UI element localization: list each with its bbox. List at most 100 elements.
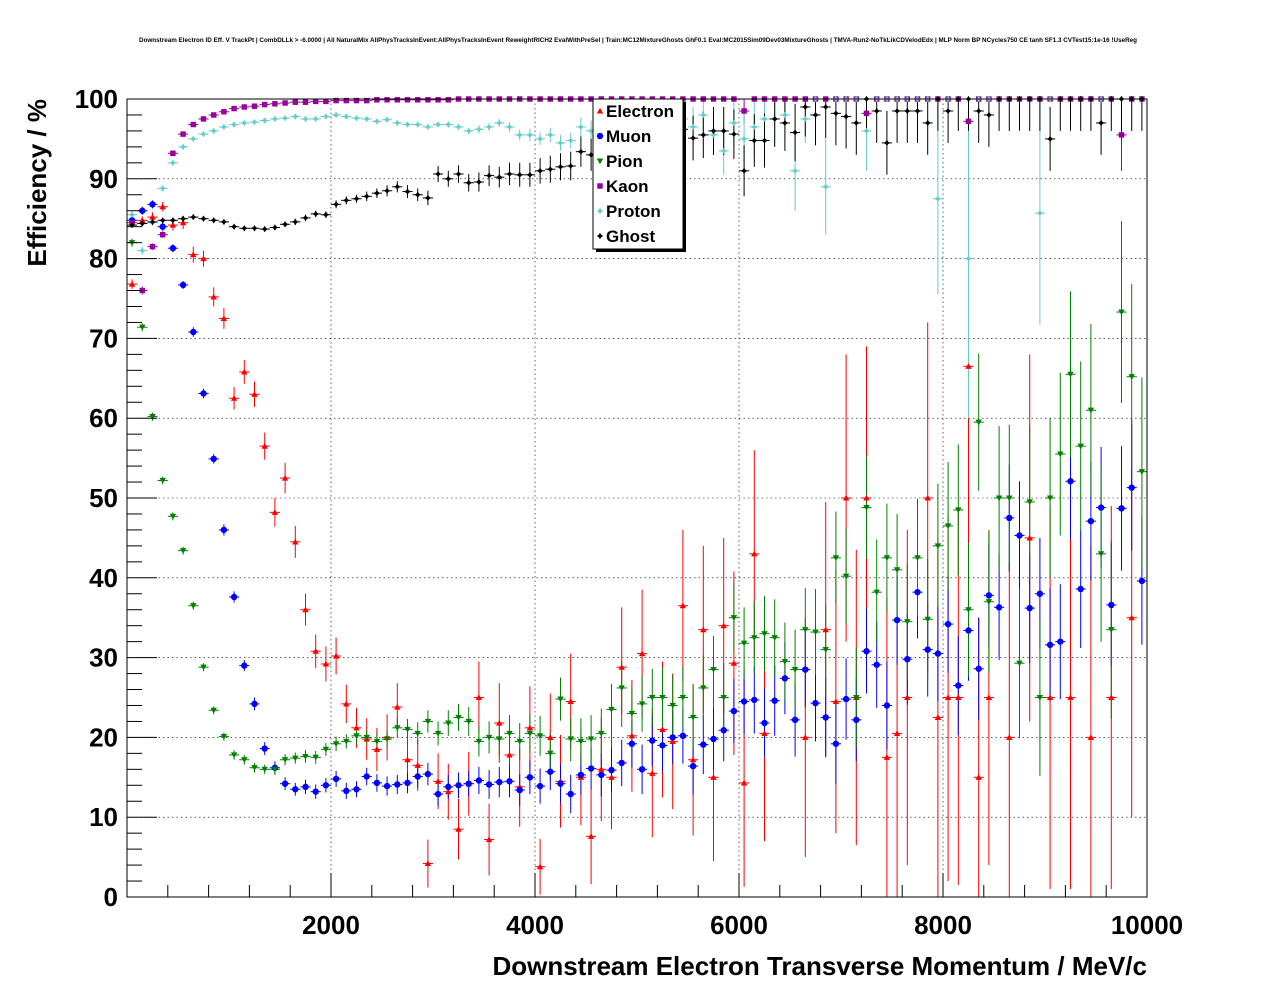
data-point xyxy=(506,730,513,737)
data-point xyxy=(598,771,605,779)
data-point xyxy=(230,121,238,128)
data-point xyxy=(628,710,636,717)
series-pion xyxy=(128,240,1146,773)
data-point xyxy=(873,107,880,115)
data-point xyxy=(710,127,717,135)
data-point xyxy=(863,494,870,501)
data-point xyxy=(169,217,177,224)
data-point xyxy=(955,507,962,514)
data-point xyxy=(853,716,860,724)
data-point xyxy=(281,114,289,122)
data-point xyxy=(832,110,840,117)
data-point xyxy=(231,105,237,112)
data-point xyxy=(475,694,483,701)
data-point xyxy=(924,646,931,653)
data-point xyxy=(159,217,166,224)
data-point xyxy=(893,616,901,624)
data-point xyxy=(730,707,738,715)
data-point xyxy=(1077,585,1084,593)
data-point xyxy=(210,293,217,300)
data-point xyxy=(975,665,982,672)
data-point xyxy=(526,774,534,781)
data-point xyxy=(955,682,962,689)
data-point xyxy=(302,99,309,105)
data-point xyxy=(343,197,350,204)
data-point xyxy=(373,738,381,745)
data-point xyxy=(179,548,187,554)
data-point xyxy=(618,663,625,670)
data-point xyxy=(343,738,350,745)
data-point xyxy=(383,116,391,123)
data-point xyxy=(853,119,860,127)
data-point xyxy=(873,589,880,596)
data-point xyxy=(669,734,676,741)
data-point xyxy=(975,419,982,426)
data-point xyxy=(526,730,534,737)
data-point xyxy=(506,778,513,785)
data-point xyxy=(1036,209,1044,217)
data-point xyxy=(740,779,748,786)
data-point xyxy=(863,110,870,117)
data-point xyxy=(251,765,258,771)
data-point xyxy=(822,647,829,653)
data-point xyxy=(323,98,329,105)
data-point xyxy=(720,127,727,135)
data-point xyxy=(180,131,186,137)
y-tick-label: 0 xyxy=(104,882,118,912)
data-point xyxy=(761,115,768,123)
data-point xyxy=(812,699,819,707)
data-point xyxy=(435,97,441,103)
data-point xyxy=(302,214,309,222)
axis-ticks xyxy=(127,98,1148,898)
data-point xyxy=(322,660,330,667)
data-point xyxy=(343,113,350,120)
data-point xyxy=(220,123,228,131)
data-point xyxy=(761,137,768,144)
data-point xyxy=(975,107,982,115)
data-point xyxy=(608,766,615,774)
data-point xyxy=(496,174,503,181)
legend-label: Ghost xyxy=(606,227,655,246)
data-point xyxy=(740,167,748,175)
data-point xyxy=(596,132,604,140)
data-point xyxy=(404,97,411,103)
data-point xyxy=(271,224,279,231)
data-point xyxy=(893,567,901,574)
legend-label: Proton xyxy=(606,202,661,221)
data-point xyxy=(139,217,146,223)
data-point xyxy=(485,781,493,788)
data-point xyxy=(526,724,534,731)
data-point xyxy=(740,698,748,705)
data-point xyxy=(710,667,717,673)
data-point xyxy=(1128,484,1135,491)
data-point xyxy=(465,718,472,725)
data-point xyxy=(751,123,758,131)
data-point xyxy=(373,189,381,197)
data-point xyxy=(312,788,319,795)
data-point xyxy=(455,170,462,178)
data-point xyxy=(159,231,166,238)
data-point xyxy=(577,771,585,779)
data-point xyxy=(170,150,176,156)
data-point xyxy=(873,661,880,668)
x-tick-label: 8000 xyxy=(914,910,972,940)
chart-title: Downstream Electron ID Eff. V TrackPt | … xyxy=(139,37,1137,44)
data-point xyxy=(791,667,799,673)
y-axis-label: Efficiency / % xyxy=(22,99,52,267)
data-point xyxy=(373,118,381,125)
data-point xyxy=(281,221,289,228)
data-point xyxy=(414,191,421,198)
y-tick-labels: 0 10 20 30 40 50 60 70 80 90 100 xyxy=(75,84,118,912)
data-point xyxy=(730,659,738,666)
data-point xyxy=(638,701,646,708)
data-point xyxy=(802,627,809,633)
data-point xyxy=(863,505,870,511)
data-point xyxy=(832,698,840,705)
data-point xyxy=(241,368,248,375)
data-point xyxy=(1077,443,1084,450)
data-point xyxy=(1046,135,1054,143)
data-point xyxy=(720,694,727,701)
data-point xyxy=(424,718,432,725)
data-point xyxy=(149,243,156,250)
